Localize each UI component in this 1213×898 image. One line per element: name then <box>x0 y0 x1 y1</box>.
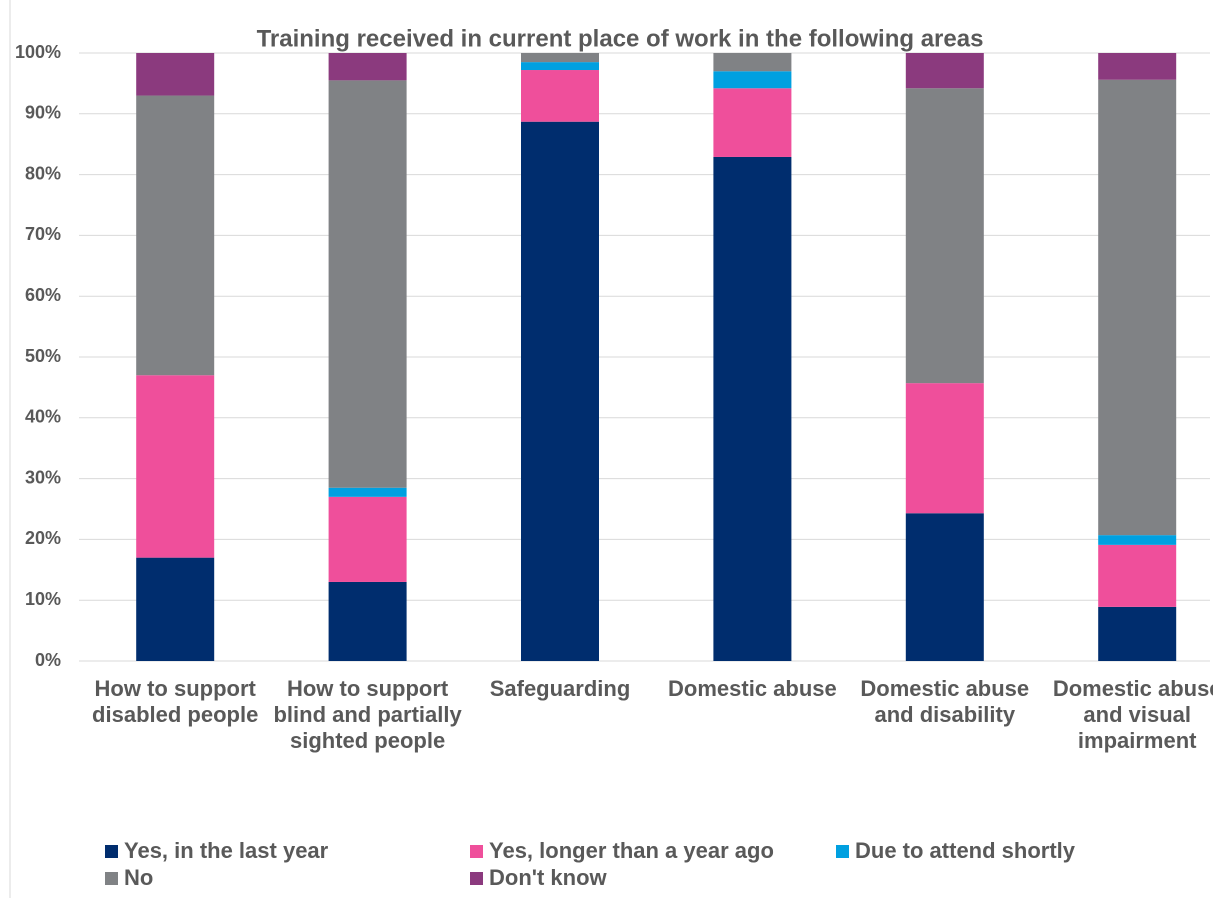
y-tick-label: 20% <box>25 528 61 548</box>
legend-item: Due to attend shortly <box>836 838 1075 864</box>
bar-segment <box>136 95 215 376</box>
legend-label: Due to attend shortly <box>855 838 1076 863</box>
y-tick-label: 90% <box>25 103 61 123</box>
bar-segment <box>521 121 599 662</box>
bar-segment <box>136 375 215 558</box>
legend-item: Don't know <box>470 865 607 891</box>
bar-segment <box>905 513 984 661</box>
legend-swatch <box>470 871 483 885</box>
y-tick-label: 0% <box>35 650 61 670</box>
y-tick-label: 50% <box>25 346 61 366</box>
x-tick-label: Domestic abuse and visual impairment <box>1052 676 1213 753</box>
bar-segment <box>328 487 407 497</box>
legend-item: Yes, in the last year <box>105 838 328 864</box>
legend-swatch <box>105 844 118 858</box>
bar-segment <box>521 70 599 122</box>
bar-segment <box>905 88 984 384</box>
y-tick-label: 100% <box>15 42 61 62</box>
bar-segment <box>521 53 599 63</box>
bar-segment <box>328 80 407 488</box>
bar-segment <box>905 383 984 514</box>
x-tick-label: Safeguarding <box>489 676 631 701</box>
bar-segment <box>521 62 599 71</box>
y-tick-label: 70% <box>25 224 61 244</box>
legend-item: No <box>105 865 153 891</box>
y-tick-label: 60% <box>25 285 61 305</box>
legend-swatch <box>105 871 118 885</box>
bar-segment <box>905 53 984 89</box>
legend-label: Yes, in the last year <box>124 838 329 863</box>
x-tick-label: Domestic abuse <box>668 676 837 701</box>
bar-segment <box>328 581 407 661</box>
bar-segment <box>1098 535 1177 545</box>
bar-segment <box>713 88 792 157</box>
x-tick-label: How to support disabled people <box>92 676 259 727</box>
bar-segment <box>1098 606 1177 661</box>
x-tick-label: How to support blind and partially sight… <box>273 676 462 753</box>
bar-segment <box>1098 79 1177 536</box>
bar-segment <box>713 53 792 72</box>
legend-swatch <box>470 844 483 858</box>
legend-item: Yes, longer than a year ago <box>470 838 774 864</box>
legend-label: Don't know <box>489 865 607 890</box>
bar-segment <box>1098 53 1177 80</box>
legend-label: No <box>124 865 154 890</box>
bar-segment <box>713 156 792 661</box>
chart-title: Training received in current place of wo… <box>257 25 984 52</box>
y-tick-label: 40% <box>25 407 61 427</box>
bar-segment <box>713 71 792 89</box>
x-tick-label: Domestic abuse and disability <box>860 676 1030 727</box>
bar-segment <box>1098 544 1177 607</box>
bar-segment <box>136 557 215 661</box>
legend-swatch <box>836 844 849 858</box>
y-tick-label: 30% <box>25 467 61 487</box>
bar-segment <box>136 53 215 96</box>
legend-label: Yes, longer than a year ago <box>489 838 774 863</box>
y-tick-label: 10% <box>25 589 61 609</box>
y-tick-label: 80% <box>25 163 61 183</box>
bar-segment <box>328 53 407 81</box>
bar-segment <box>328 496 407 582</box>
